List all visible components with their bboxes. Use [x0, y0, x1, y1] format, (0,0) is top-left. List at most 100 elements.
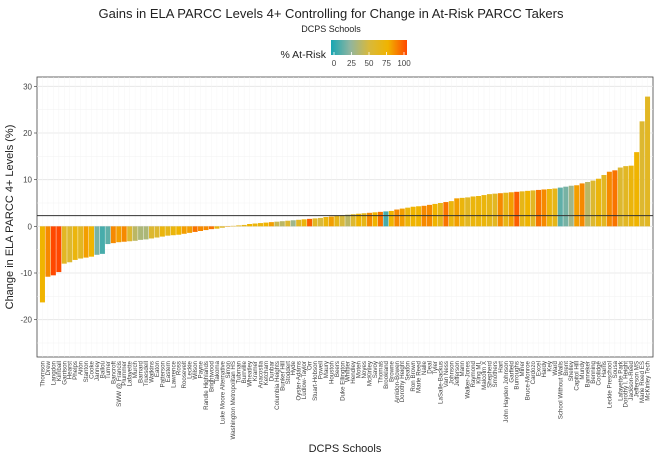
- x-tick-label: Thomson: [39, 360, 46, 386]
- x-tick-label: Turner: [105, 361, 112, 379]
- x-tick-label: Malcolm X: [481, 361, 488, 390]
- bar: [530, 190, 536, 227]
- x-tick-label: Sousa: [612, 360, 619, 378]
- bar: [470, 196, 476, 227]
- x-tick-label: Stoddert: [285, 361, 292, 385]
- x-tick-label: Brent: [563, 361, 570, 376]
- y-tick-label: 20: [23, 129, 32, 138]
- x-tick-label: Aiton: [78, 360, 85, 375]
- x-tick-label: Bancroft: [110, 361, 117, 384]
- bar: [252, 223, 258, 227]
- x-tick-label: SWW @ Francis: [116, 361, 123, 407]
- x-tick-label: Hearst: [67, 361, 74, 380]
- bar: [405, 207, 411, 227]
- x-tick-label: Marie Reed ES: [639, 361, 646, 403]
- bar: [274, 221, 280, 227]
- bar: [595, 178, 601, 227]
- x-tick-label: Kimball: [56, 361, 63, 381]
- x-tick-label: Hardy: [541, 360, 548, 377]
- x-tick-label: Leckie Preschool: [606, 361, 613, 408]
- bar: [568, 185, 574, 227]
- x-tick-label: Burroughs: [514, 361, 521, 390]
- x-tick-label: Garrison: [61, 360, 68, 384]
- x-tick-label: School Without Walls: [557, 361, 564, 419]
- bar: [94, 226, 100, 255]
- bar: [263, 222, 269, 227]
- bar: [454, 198, 460, 227]
- x-tick-label: Plummer: [121, 361, 128, 386]
- legend-title: % At-Risk: [280, 49, 326, 61]
- bar: [83, 226, 89, 258]
- x-tick-label: Thomas: [377, 361, 384, 383]
- bar: [301, 219, 307, 227]
- bar: [241, 224, 247, 227]
- x-tick-label: Savoy: [372, 360, 379, 378]
- bar: [285, 220, 291, 227]
- bar: [383, 211, 389, 227]
- x-tick-label: Moten: [356, 360, 363, 378]
- bar: [99, 226, 105, 254]
- x-tick-label: Walker-Jones: [465, 361, 472, 399]
- bar: [187, 226, 193, 233]
- bar: [154, 226, 160, 238]
- bar: [514, 191, 520, 227]
- bar: [416, 206, 422, 227]
- bar: [328, 216, 334, 227]
- bar: [170, 226, 176, 236]
- x-tick-label: Whittier: [345, 361, 352, 382]
- legend-color-bar: [331, 40, 407, 55]
- x-tick-label: Ward: [552, 360, 559, 375]
- x-tick-label: Anacostia: [258, 360, 265, 388]
- bar: [525, 190, 531, 227]
- bar: [181, 226, 187, 234]
- x-tick-label: Washington Metropolitan HS: [230, 361, 237, 440]
- bar: [132, 226, 138, 241]
- x-tick-label: Bruce-Monroe: [525, 360, 532, 400]
- x-tick-label: Nalle: [421, 360, 428, 375]
- y-axis-title: Change in ELA PARCC 4+ Levels (%): [4, 125, 16, 310]
- bar: [159, 226, 165, 237]
- bar: [394, 209, 400, 227]
- bar: [519, 191, 525, 227]
- bar: [339, 215, 345, 227]
- x-tick-label: Marie Reed: [416, 360, 423, 393]
- x-tick-label: Ludlow-Taylor: [301, 361, 308, 399]
- x-tick-label: Hart: [497, 361, 504, 373]
- x-tick-label: Ketcham: [263, 361, 270, 385]
- x-tick-label: Brightwood: [208, 360, 215, 392]
- bar: [208, 226, 214, 230]
- x-tick-label: Johnson: [448, 360, 455, 384]
- bar: [165, 226, 171, 236]
- x-tick-label: Eastern: [165, 360, 172, 382]
- bar: [552, 188, 558, 227]
- x-tick-label: Banneker: [585, 361, 592, 388]
- x-tick-label: Duke Ellington: [339, 360, 346, 400]
- x-tick-label: Takoma: [214, 360, 221, 382]
- legend-tick-label: 0: [332, 59, 337, 68]
- x-tick-label: Garfield: [508, 360, 515, 382]
- bar: [350, 214, 356, 227]
- bar: [247, 224, 253, 227]
- bar: [546, 189, 552, 227]
- bar: [579, 183, 585, 227]
- x-tick-label: Bunker Hill: [279, 361, 286, 391]
- x-tick-label: Simon: [225, 360, 232, 378]
- bar: [89, 226, 95, 257]
- bar: [236, 225, 242, 227]
- x-tick-label: Stanton: [83, 360, 90, 382]
- x-tick-label: Hendley: [350, 360, 357, 384]
- x-tick-label: Jackson-Reed: [628, 360, 635, 400]
- bar: [585, 182, 591, 227]
- bar: [377, 211, 383, 227]
- bar: [574, 185, 580, 227]
- bar: [312, 218, 318, 227]
- chart-subtitle: DCPS Schools: [301, 24, 361, 34]
- x-tick-label: Langdon: [50, 360, 57, 385]
- bar: [563, 186, 569, 227]
- x-tick-label: Jefferson: [454, 360, 461, 386]
- bar: [143, 226, 149, 240]
- x-tick-label: Powell: [317, 361, 324, 379]
- bar: [459, 197, 465, 227]
- x-tick-label: Mundy: [579, 360, 586, 379]
- bar: [481, 195, 487, 227]
